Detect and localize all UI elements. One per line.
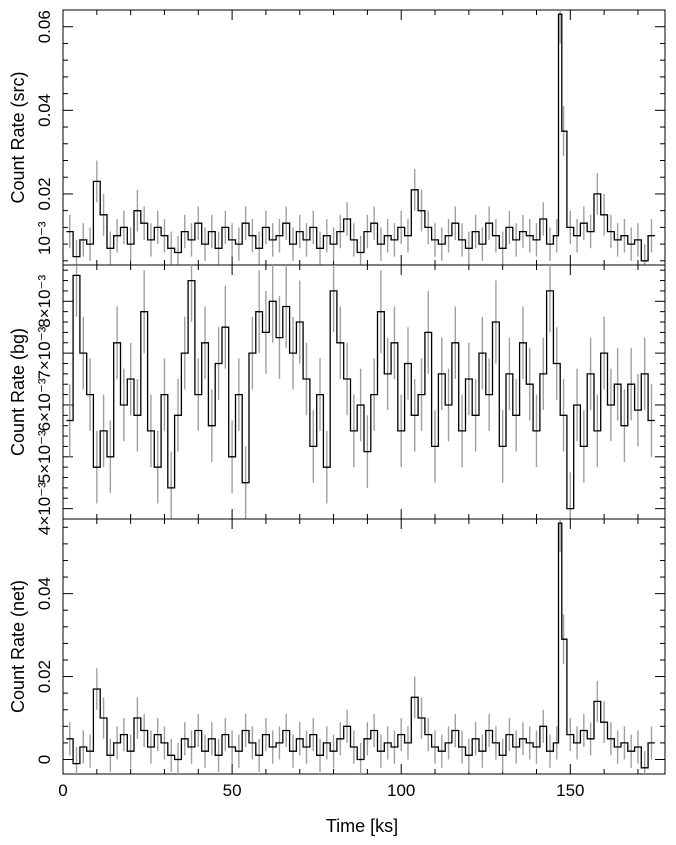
series-line xyxy=(66,522,655,769)
panel-frame xyxy=(62,518,666,775)
x-axis-label: Time [ks] xyxy=(326,816,398,836)
panel-frame xyxy=(62,9,666,266)
x-tick-label: 0 xyxy=(58,781,67,800)
y-axis-label: Count Rate (bg) xyxy=(8,328,28,456)
series-line xyxy=(66,13,655,262)
y-tick-label: 0.02 xyxy=(35,660,54,693)
y-tick-label: 5×10⁻³ xyxy=(35,430,54,483)
y-axis-label: Count Rate (src) xyxy=(8,71,28,203)
panel-src: 0.02 0.04 0.06 10⁻³ Count Rate (src) xyxy=(8,9,666,266)
y-tick-label: 10⁻³ xyxy=(35,221,54,255)
x-tick-label: 100 xyxy=(387,781,415,800)
panel-net: 0 0.02 0.04 Count Rate (net) 0 50 100 150 xyxy=(8,518,666,800)
y-tick-label: 8×10⁻³ xyxy=(35,274,54,327)
y-tick-label: 6×10⁻³ xyxy=(35,378,54,431)
panel-bg: 4×10⁻³5×10⁻³6×10⁻³7×10⁻³8×10⁻³ Count Rate… xyxy=(8,264,666,535)
y-tick-label: 0.02 xyxy=(35,177,54,210)
x-tick-label: 150 xyxy=(556,781,584,800)
series-line xyxy=(66,274,655,510)
y-tick-label: 4×10⁻³ xyxy=(35,482,54,535)
panel-frame xyxy=(62,264,666,520)
y-tick-label: 0 xyxy=(35,755,54,764)
x-tick-label: 50 xyxy=(223,781,242,800)
y-axis-label: Count Rate (net) xyxy=(8,580,28,713)
y-tick-label: 0.04 xyxy=(35,94,54,127)
y-tick-label: 0.06 xyxy=(35,10,54,43)
y-tick-label: 0.04 xyxy=(35,577,54,610)
y-tick-label: 7×10⁻³ xyxy=(35,326,54,379)
